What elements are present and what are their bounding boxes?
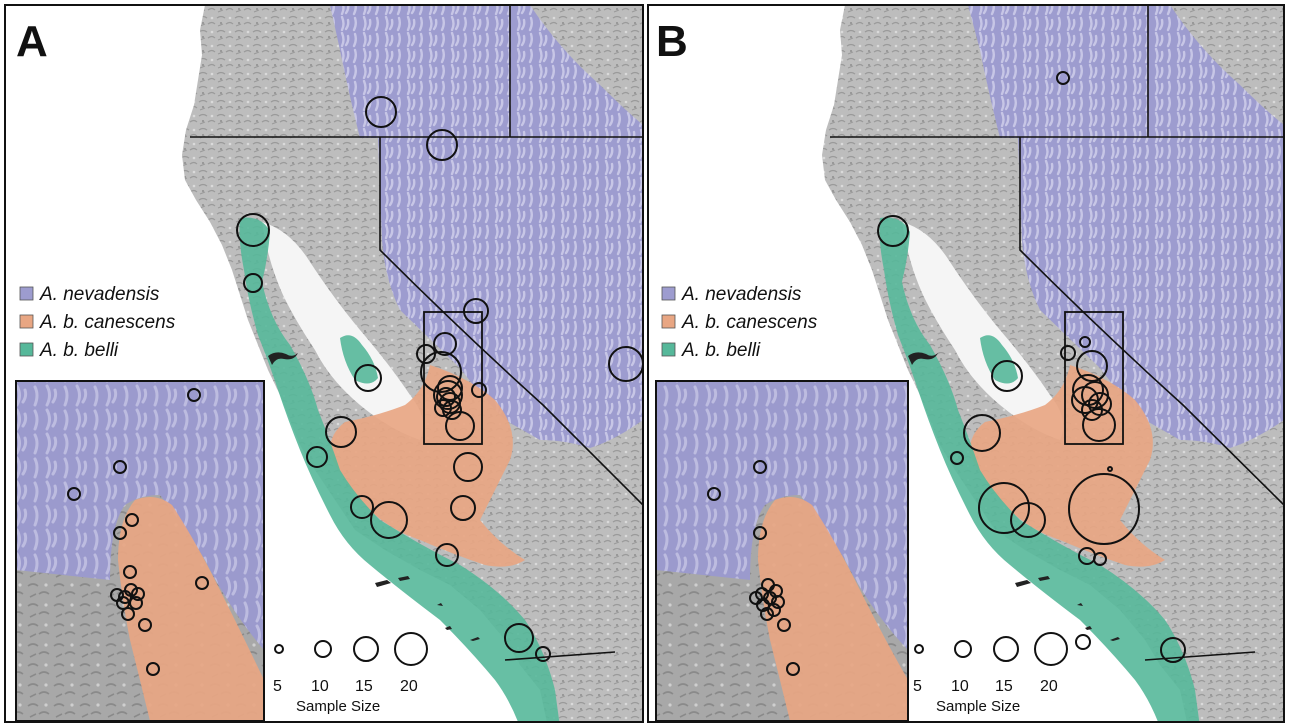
range-belli (239, 217, 560, 722)
size-legend-title-a: Sample Size (296, 698, 380, 715)
legend-b-nevadensis: A. nevadensis (681, 284, 802, 305)
panel-a-map: A A. nevadensis A. b. canescens A. b. be… (4, 4, 644, 723)
size-label-20: 20 (400, 678, 418, 695)
panel-b-map: B A. nevadensis A. b. canescens A. b. be… (647, 4, 1285, 723)
sample-sites (236, 96, 643, 662)
legend-a: A. nevadensis A. b. canescens A. b. bell… (19, 284, 176, 361)
panel-letter-a: A (16, 17, 48, 66)
legend-a-belli: A. b. belli (39, 340, 119, 361)
legend-a-canescens: A. b. canescens (39, 312, 176, 333)
range-nevadensis-basin (1018, 138, 1284, 448)
size-legend-a: 5 10 15 20 Sample Size (273, 632, 428, 715)
legend-a-nevadensis: A. nevadensis (39, 284, 160, 305)
bay-outline (268, 352, 298, 365)
panel-letter-b: B (656, 17, 688, 66)
range-canescens (329, 365, 525, 567)
legend-b: A. nevadensis A. b. canescens A. b. bell… (661, 284, 818, 361)
state-borders (830, 5, 1284, 661)
range-nevadensis-north (968, 5, 1284, 138)
size-label-10: 10 (311, 678, 329, 695)
size-label-10: 10 (951, 678, 969, 695)
range-belli (879, 217, 1200, 722)
inset-extent-box (1064, 311, 1124, 445)
legend-b-belli: A. b. belli (681, 340, 761, 361)
size-label-20: 20 (1040, 678, 1058, 695)
central-valley (262, 222, 424, 440)
range-nevadensis-north (330, 5, 643, 138)
inset-extent-box (423, 311, 483, 445)
sample-sites (877, 71, 1186, 663)
channel-islands (1015, 576, 1120, 641)
size-label-5: 5 (913, 678, 922, 695)
size-legend-b: 5 10 15 20 Sample Size (913, 632, 1068, 715)
bay-outline (908, 352, 938, 365)
size-label-15: 15 (995, 678, 1013, 695)
size-legend-title-b: Sample Size (936, 698, 1020, 715)
range-canescens (969, 365, 1165, 567)
size-label-5: 5 (273, 678, 282, 695)
inset-map-b (655, 380, 909, 722)
size-label-15: 15 (355, 678, 373, 695)
central-valley (902, 222, 1064, 440)
legend-b-canescens: A. b. canescens (681, 312, 818, 333)
inset-map-a (15, 380, 265, 722)
range-belli-inland (980, 335, 1018, 384)
range-nevadensis-basin (378, 138, 643, 448)
channel-islands (375, 576, 480, 641)
state-borders (190, 5, 643, 661)
range-belli-inland (340, 335, 378, 384)
